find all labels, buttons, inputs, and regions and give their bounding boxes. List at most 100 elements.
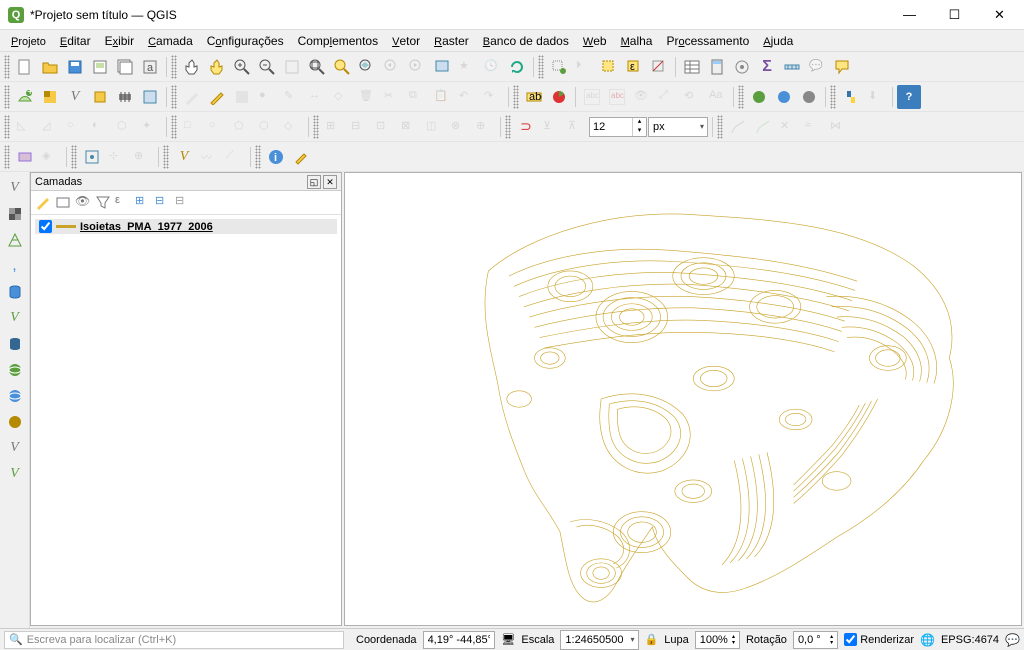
trace-1[interactable]	[726, 115, 750, 139]
pan-button[interactable]	[180, 55, 204, 79]
cut-features-button[interactable]: ✂	[380, 85, 404, 109]
diagram-button[interactable]	[547, 85, 571, 109]
trace-2[interactable]	[751, 115, 775, 139]
grip-icon[interactable]	[505, 115, 511, 139]
new-virtual-button[interactable]	[138, 85, 162, 109]
trace-4[interactable]: ≈	[801, 115, 825, 139]
undo-button[interactable]: ↶	[455, 85, 479, 109]
info-button[interactable]: i	[264, 145, 288, 169]
vertex-tool-button[interactable]: V	[172, 145, 196, 169]
layer-styling-button[interactable]	[35, 194, 53, 212]
topo-5[interactable]: ◫	[422, 115, 446, 139]
field-calculator-button[interactable]	[705, 55, 729, 79]
add-vector-button[interactable]: +	[13, 85, 37, 109]
label-rotate-button[interactable]: ⟲	[680, 85, 704, 109]
add-postgis-button[interactable]	[3, 332, 27, 356]
zoom-selection-button[interactable]	[330, 55, 354, 79]
messages-icon[interactable]: 💬	[1005, 633, 1020, 647]
extents-icon[interactable]: 🖥	[501, 633, 515, 646]
action-button[interactable]: ⏵	[572, 55, 596, 79]
scale-dropdown[interactable]: 1:24650500	[560, 630, 638, 650]
style-manager-button[interactable]: a	[138, 55, 162, 79]
grip-icon[interactable]	[71, 145, 77, 169]
identify-button[interactable]	[547, 55, 571, 79]
save-edits-button[interactable]	[230, 85, 254, 109]
menu-banco-dados[interactable]: Banco de dados	[476, 32, 576, 50]
grip-icon[interactable]	[313, 115, 319, 139]
digitize-button[interactable]: ✎	[280, 85, 304, 109]
adv-digit-4[interactable]: ◐	[88, 115, 112, 139]
copy-features-button[interactable]: ⧉	[405, 85, 429, 109]
add-wcs-button[interactable]	[3, 384, 27, 408]
snap-vertex-button[interactable]: ⊻	[539, 115, 563, 139]
pan-selection-button[interactable]	[205, 55, 229, 79]
snapping-toggle-button[interactable]: ⊃	[514, 115, 538, 139]
select-by-value-button[interactable]: ε	[622, 55, 646, 79]
add-raster-layer-button[interactable]	[3, 202, 27, 226]
coord-field[interactable]	[423, 631, 496, 649]
label-abc-button[interactable]: abc	[522, 85, 546, 109]
layer-tree[interactable]: Isoietas_PMA_1977_2006	[31, 215, 341, 625]
menu-vetor[interactable]: Vetor	[385, 32, 427, 50]
panel-close-button[interactable]: ✕	[323, 175, 337, 189]
lock-icon[interactable]: 🔒	[645, 633, 659, 646]
save-project-button[interactable]	[63, 55, 87, 79]
node-tool-button[interactable]: ◇	[330, 85, 354, 109]
refresh-button[interactable]	[505, 55, 529, 79]
georef-2[interactable]: ⊹	[105, 145, 129, 169]
panel-undock-button[interactable]: ◱	[307, 175, 321, 189]
maximize-button[interactable]: ☐	[932, 0, 977, 30]
minimize-button[interactable]: —	[887, 0, 932, 30]
trace-3[interactable]: ✕	[776, 115, 800, 139]
adv-digit-2[interactable]: ◿	[38, 115, 62, 139]
add-wfs-button[interactable]	[3, 410, 27, 434]
remove-layer-button[interactable]: ⊟	[175, 194, 193, 212]
plugin-b-button[interactable]	[772, 85, 796, 109]
close-button[interactable]: ✕	[977, 0, 1022, 30]
crs-label[interactable]: EPSG:4674	[941, 634, 999, 646]
add-vector-layer-button[interactable]: V	[3, 176, 27, 200]
locator-search[interactable]: 🔍 Escreva para localizar (Ctrl+K)	[4, 631, 344, 649]
snap-tolerance-input[interactable]: ▴▾	[589, 117, 647, 137]
new-shapefile-button[interactable]: V	[3, 436, 27, 460]
menu-projeto[interactable]: Projeto	[4, 32, 53, 50]
zoom-out-button[interactable]	[255, 55, 279, 79]
menu-raster[interactable]: Raster	[427, 32, 476, 50]
grip-icon[interactable]	[4, 85, 10, 109]
map-canvas[interactable]	[344, 172, 1022, 626]
grip-icon[interactable]	[171, 85, 177, 109]
print-layout-button[interactable]	[88, 55, 112, 79]
plugin-c-button[interactable]	[797, 85, 821, 109]
topo-4[interactable]: ⊠	[397, 115, 421, 139]
open-attr-table-button[interactable]	[680, 55, 704, 79]
toolbox-button[interactable]	[730, 55, 754, 79]
adv-digit-3[interactable]: ○	[63, 115, 87, 139]
menu-editar[interactable]: Editar	[53, 32, 98, 50]
menu-web[interactable]: Web	[576, 32, 614, 50]
menu-camada[interactable]: Camada	[141, 32, 200, 50]
adv-digit-6[interactable]: ✦	[138, 115, 162, 139]
zoom-native-button[interactable]	[280, 55, 304, 79]
add-virtual-layer-button[interactable]: V	[3, 306, 27, 330]
grip-icon[interactable]	[171, 55, 177, 79]
zoom-in-button[interactable]	[230, 55, 254, 79]
zoom-layer-button[interactable]	[355, 55, 379, 79]
zoom-last-button[interactable]	[380, 55, 404, 79]
vertex-3[interactable]: ⟋	[222, 145, 246, 169]
menu-exibir[interactable]: Exibir	[98, 32, 142, 50]
grip-icon[interactable]	[255, 145, 261, 169]
statistics-button[interactable]: Σ	[755, 55, 779, 79]
grip-icon[interactable]	[513, 85, 519, 109]
show-annotations-button[interactable]	[830, 55, 854, 79]
snap-unit-dropdown[interactable]: px	[648, 117, 708, 137]
add-wms-button[interactable]	[3, 358, 27, 382]
current-edits-button[interactable]	[180, 85, 204, 109]
layer-row[interactable]: Isoietas_PMA_1977_2006	[35, 219, 337, 234]
add-group-button[interactable]	[55, 194, 73, 212]
filter-legend-button[interactable]	[95, 194, 113, 212]
add-mesh-layer-button[interactable]	[3, 228, 27, 252]
magnifier-field[interactable]: ▴▾	[695, 631, 740, 649]
menu-configuracoes[interactable]: Configurações	[200, 32, 291, 50]
paste-features-button[interactable]: 📋	[430, 85, 454, 109]
zoom-full-button[interactable]	[305, 55, 329, 79]
